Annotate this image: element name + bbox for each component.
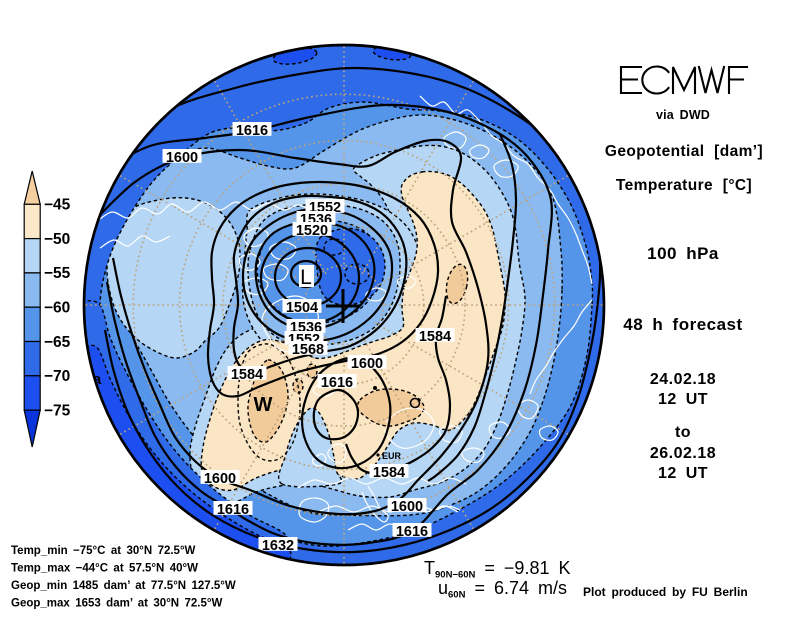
svg-text:Geopotential [dam’]: Geopotential [dam’] [605, 143, 763, 160]
svg-text:L: L [300, 266, 312, 289]
svg-text:EUR: EUR [382, 451, 402, 461]
svg-text:via DWD: via DWD [656, 108, 710, 122]
svg-text:26.02.18: 26.02.18 [650, 445, 716, 462]
svg-text:Geop_min 1485 dam’ at 77.5°N 1: Geop_min 1485 dam’ at 77.5°N 127.5°W [11, 580, 236, 592]
svg-text:100 hPa: 100 hPa [647, 244, 719, 263]
svg-text:1632: 1632 [262, 538, 294, 554]
svg-text:−50: −50 [44, 231, 70, 248]
svg-text:Geop_max 1653 dam’ at 30°N 72.: Geop_max 1653 dam’ at 30°N 72.5°W [11, 598, 222, 610]
svg-text:−55: −55 [44, 265, 71, 282]
svg-text:12 UT: 12 UT [658, 391, 708, 408]
svg-text:−70: −70 [44, 368, 70, 385]
svg-text:1616: 1616 [236, 123, 268, 139]
svg-text:1584: 1584 [419, 329, 451, 345]
svg-text:1520: 1520 [296, 223, 328, 239]
svg-text:Temp_min −75°C at 30°N 72.5°W: Temp_min −75°C at 30°N 72.5°W [11, 545, 196, 557]
svg-text:Plot produced by FU Berlin: Plot produced by FU Berlin [583, 585, 748, 599]
svg-text:1616: 1616 [396, 524, 428, 540]
svg-text:u60N = 6.74 m/s: u60N = 6.74 m/s [438, 578, 567, 601]
svg-text:1600: 1600 [351, 356, 383, 372]
svg-text:1584: 1584 [231, 367, 263, 383]
svg-text:a: a [93, 371, 102, 388]
svg-text:W: W [254, 394, 273, 416]
svg-text:1616: 1616 [217, 502, 249, 518]
svg-text:Temperature [°C]: Temperature [°C] [616, 177, 752, 194]
svg-text:to: to [675, 424, 691, 441]
svg-text:1600: 1600 [204, 471, 236, 487]
svg-text:1600: 1600 [166, 150, 198, 166]
svg-text:−75: −75 [44, 402, 71, 419]
svg-text:−45: −45 [44, 197, 71, 214]
svg-text:1600: 1600 [391, 499, 423, 515]
svg-text:1504: 1504 [286, 300, 318, 316]
svg-text:1584: 1584 [373, 465, 405, 481]
svg-text:Temp_max −44°C at 57.5°N 40°W: Temp_max −44°C at 57.5°N 40°W [11, 563, 198, 575]
svg-text:12 UT: 12 UT [658, 465, 708, 482]
svg-text:1568: 1568 [292, 342, 324, 358]
svg-text:24.02.18: 24.02.18 [650, 371, 716, 388]
svg-text:48 h forecast: 48 h forecast [623, 315, 742, 334]
svg-text:−60: −60 [44, 300, 70, 317]
svg-text:−65: −65 [44, 334, 71, 351]
svg-text:1616: 1616 [321, 375, 353, 391]
